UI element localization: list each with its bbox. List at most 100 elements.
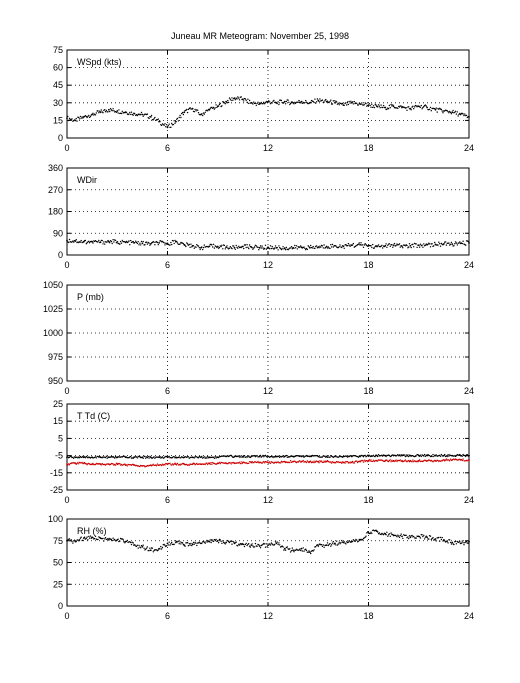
y-tick-label: 975 [48, 352, 63, 362]
data-point [146, 113, 149, 115]
data-point [166, 545, 168, 547]
data-point [227, 99, 229, 102]
data-point [84, 239, 87, 242]
data-point [322, 544, 324, 546]
data-point [233, 97, 236, 99]
data-point [310, 455, 313, 458]
data-point [269, 462, 272, 464]
data-point [323, 546, 325, 548]
data-point [293, 551, 295, 553]
data-point [145, 457, 147, 459]
data-point [148, 549, 150, 552]
data-point [193, 462, 195, 465]
x-tick-label: 6 [165, 260, 170, 270]
data-point [372, 105, 375, 107]
data-point [104, 109, 106, 111]
data-point [239, 543, 242, 545]
data-point [100, 109, 103, 111]
data-point [309, 551, 311, 553]
data-point [252, 103, 254, 105]
data-point [334, 542, 336, 545]
data-point [137, 547, 139, 549]
data-point [466, 116, 468, 119]
data-point [336, 540, 338, 542]
data-point [94, 535, 97, 537]
data-point [163, 543, 165, 546]
data-point [446, 455, 448, 458]
data-point [182, 113, 185, 116]
x-tick-label: 6 [165, 143, 170, 153]
data-point [290, 550, 293, 552]
data-point [459, 241, 461, 243]
data-point [238, 99, 241, 101]
data-point [382, 104, 385, 107]
data-point [412, 105, 414, 108]
data-point [221, 542, 223, 545]
data-point [424, 536, 427, 538]
data-point [201, 542, 203, 544]
data-point [449, 458, 452, 460]
data-point [294, 247, 297, 249]
data-point [270, 247, 273, 250]
data-point [413, 535, 415, 538]
data-point [388, 533, 391, 535]
data-point [236, 246, 238, 248]
data-point [405, 107, 407, 109]
data-point [66, 239, 68, 242]
data-point [217, 542, 220, 544]
data-point [159, 548, 161, 550]
data-point [263, 543, 266, 545]
data-point [413, 461, 415, 463]
data-point [189, 107, 191, 109]
data-point [195, 110, 197, 112]
data-point [324, 461, 326, 463]
data-point [121, 110, 124, 113]
panel-4: 0 6 12 18 24 -25 -15 -5 5 15 25 T Td (C) [50, 399, 474, 505]
data-point [356, 102, 358, 105]
data-point [97, 110, 99, 112]
data-point [310, 244, 312, 247]
data-point [360, 103, 362, 106]
data-point [408, 243, 411, 245]
data-point [398, 106, 401, 108]
data-point [206, 462, 208, 464]
data-point [114, 455, 117, 458]
data-point [285, 454, 288, 457]
data-point [377, 460, 379, 462]
data-point [274, 541, 277, 543]
data-point [144, 244, 146, 246]
data-point [179, 541, 181, 543]
data-point [124, 542, 126, 544]
data-point [411, 534, 413, 537]
data-point [197, 109, 199, 111]
x-tick-label: 24 [464, 611, 474, 621]
data-point [130, 111, 133, 113]
data-point [386, 108, 388, 111]
data-point [321, 245, 324, 247]
y-tick-label: 1000 [43, 328, 63, 338]
data-point [254, 102, 257, 105]
data-point [129, 111, 131, 114]
data-point [242, 98, 244, 101]
data-point [125, 240, 128, 243]
data-point [75, 540, 77, 543]
data-point [294, 102, 297, 105]
data-point [218, 103, 221, 106]
data-point [190, 243, 192, 245]
data-point [454, 241, 457, 243]
data-point [454, 110, 457, 113]
data-point [327, 246, 329, 248]
data-point [202, 246, 205, 249]
x-tick-label: 24 [464, 143, 474, 153]
data-point [184, 545, 186, 547]
data-point [113, 110, 115, 112]
data-point [444, 540, 446, 542]
data-point [259, 245, 262, 247]
data-point [145, 547, 148, 549]
data-point [189, 544, 191, 546]
data-point [388, 454, 391, 457]
data-point [169, 462, 171, 464]
data-point [293, 103, 295, 105]
data-point [420, 104, 422, 107]
data-point [408, 537, 410, 540]
